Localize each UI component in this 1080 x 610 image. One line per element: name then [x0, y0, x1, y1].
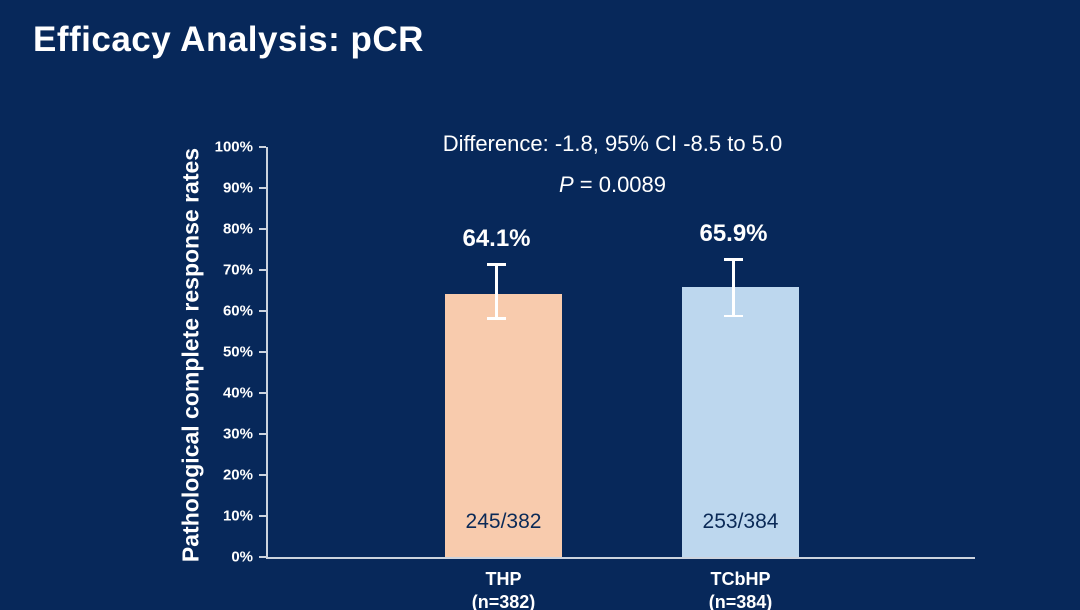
y-tick-100: 100% [215, 139, 266, 156]
category-n: (n=382) [471, 592, 536, 610]
y-axis-title: Pathological complete response rates [177, 147, 204, 563]
p-symbol: P [558, 172, 574, 197]
stats-annotation: Difference: -1.8, 95% CI -8.5 to 5.0 P =… [265, 131, 960, 198]
y-tick-70: 70% [223, 262, 266, 279]
difference-text: Difference: -1.8, 95% CI -8.5 to 5.0 [442, 131, 783, 156]
y-tick-60: 60% [223, 303, 266, 320]
count-label-tcbhp: 253/384 [702, 510, 779, 533]
y-tick-0: 0% [231, 549, 266, 566]
error-bar-tcbhp [724, 258, 743, 318]
category-name: TCbHP [710, 569, 771, 589]
y-tick-20: 20% [223, 467, 266, 484]
category-n: (n=384) [708, 592, 773, 610]
y-tick-label: 40% [222, 384, 253, 402]
y-tick-label: 70% [222, 261, 253, 279]
y-tick-80: 80% [223, 221, 266, 238]
y-tick-label: 60% [222, 302, 253, 320]
y-tick-label: 10% [222, 507, 253, 525]
y-tick-label: 100% [214, 138, 253, 156]
category-label-tcbhp: TCbHP (n=384) [656, 568, 826, 610]
p-value-text: P = 0.0089 [265, 172, 960, 198]
y-tick-label: 80% [222, 220, 253, 238]
y-tick-10: 10% [223, 508, 266, 525]
y-tick-40: 40% [223, 385, 266, 402]
value-label-thp: 64.1% [462, 225, 531, 253]
error-bar-thp [487, 263, 506, 320]
y-tick-50: 50% [223, 344, 266, 361]
page-title: Efficacy Analysis: pCR [33, 20, 424, 59]
bar-thp: 245/382 [445, 294, 562, 557]
error-bar-stem [732, 258, 735, 318]
category-name: THP [485, 569, 522, 589]
y-tick-label: 90% [222, 179, 253, 197]
y-tick-label: 50% [222, 343, 253, 361]
y-tick-30: 30% [223, 426, 266, 443]
error-bar-bottom-cap [487, 317, 506, 320]
error-bar-bottom-cap [724, 314, 743, 318]
plot-area: 0% 10% 20% 30% 40% 50% 60% 70% 80% 90% 100% 245/382… [215, 139, 975, 610]
y-tick-90: 90% [223, 180, 266, 197]
bar-tcbhp: 253/384 [682, 286, 799, 557]
p-value: = 0.0089 [573, 172, 667, 197]
value-label-tcbhp: 65.9% [699, 220, 768, 248]
category-label-thp: THP (n=382) [419, 568, 589, 610]
y-tick-label: 30% [222, 425, 253, 443]
error-bar-stem [495, 263, 498, 320]
y-tick-label: 20% [222, 466, 253, 484]
count-label-thp: 245/382 [465, 510, 542, 533]
y-tick-label: 0% [231, 548, 253, 566]
